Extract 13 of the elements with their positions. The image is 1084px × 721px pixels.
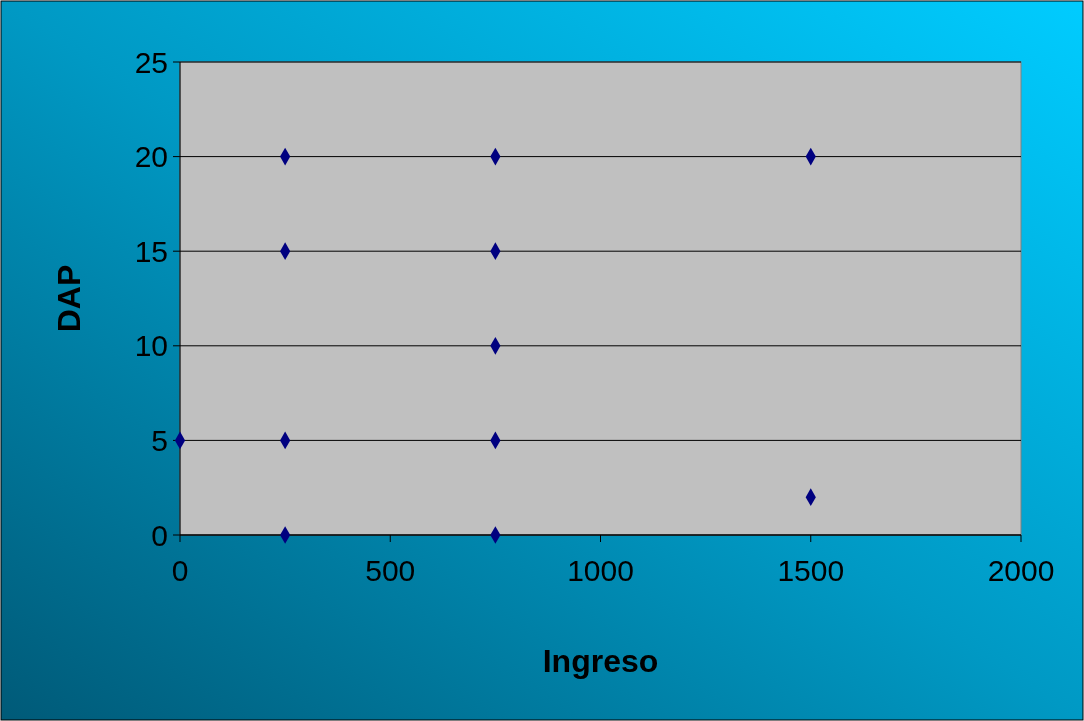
x-tick-label: 0 <box>171 554 189 587</box>
y-tick-label: 0 <box>151 518 168 552</box>
y-tick-label: 15 <box>134 234 168 268</box>
y-tick-label: 25 <box>134 45 168 79</box>
y-tick-label: 5 <box>151 423 168 457</box>
y-tick-label: 10 <box>134 329 168 363</box>
x-tick-label: 1500 <box>777 554 845 587</box>
y-tick-label: 20 <box>134 140 168 174</box>
x-tick-label: 1000 <box>567 554 634 587</box>
x-tick-label: 500 <box>365 554 416 587</box>
y-axis-title: DAP <box>51 264 87 333</box>
x-axis-title: Ingreso <box>542 643 659 679</box>
x-tick-label: 2000 <box>987 554 1055 587</box>
